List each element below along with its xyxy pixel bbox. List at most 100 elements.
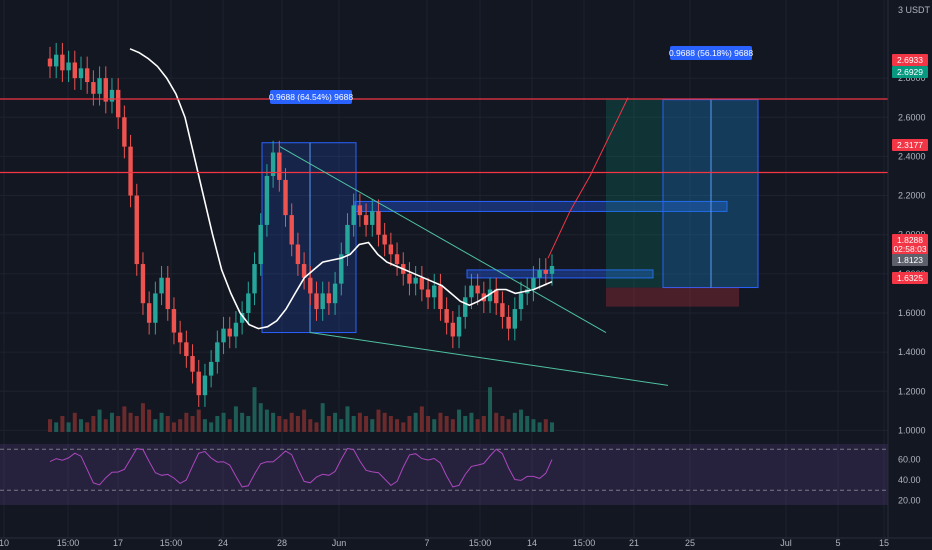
volume-bar xyxy=(252,387,257,432)
support-zone[interactable] xyxy=(466,269,654,279)
time-tick-label: 14 xyxy=(527,538,537,548)
volume-bar xyxy=(97,409,102,432)
candle-body xyxy=(122,117,127,147)
time-tick-label: 25 xyxy=(685,538,695,548)
volume-bar xyxy=(463,416,468,432)
price-axis-unit: 3 USDT xyxy=(898,5,931,15)
volume-bar xyxy=(413,412,418,432)
candle-body xyxy=(332,283,338,304)
volume-bar xyxy=(469,412,474,432)
price-tag-label: 1.8123 xyxy=(897,255,923,265)
volume-bar xyxy=(227,419,232,432)
candle-body xyxy=(469,285,474,298)
volume-bar xyxy=(519,409,524,432)
candle-body xyxy=(159,277,164,294)
volume-bars xyxy=(48,387,554,432)
time-tick-label: 24 xyxy=(218,538,228,548)
candle-body xyxy=(97,78,102,94)
volume-bar xyxy=(351,416,356,432)
stop-zone[interactable] xyxy=(606,287,739,307)
candle-body xyxy=(512,309,518,329)
volume-bar xyxy=(91,416,96,432)
volume-bar xyxy=(128,412,133,432)
volume-bar xyxy=(221,412,226,432)
candle-body xyxy=(258,224,263,265)
measure-zone-1[interactable] xyxy=(261,142,357,334)
price-tick-label: 2.4000 xyxy=(898,151,926,161)
price-tick-label: 2.6000 xyxy=(898,112,926,122)
volume-bar xyxy=(48,419,52,432)
price-tag-label: 2.6929 xyxy=(897,67,923,77)
volume-bar xyxy=(543,419,548,432)
volume-bar xyxy=(481,416,486,432)
candle-body xyxy=(518,293,524,310)
candle-body xyxy=(184,342,189,357)
trendline-lower[interactable] xyxy=(309,332,669,386)
candle-body xyxy=(432,285,437,298)
volume-bar xyxy=(339,419,344,432)
candle-body xyxy=(382,234,387,245)
volume-bar xyxy=(395,419,400,432)
volume-bar xyxy=(209,422,214,432)
candle-body xyxy=(438,285,443,310)
volume-bar xyxy=(475,419,480,432)
candle-body xyxy=(246,293,251,313)
volume-bar xyxy=(122,406,127,432)
candle-body xyxy=(270,152,276,176)
candle-body xyxy=(146,303,152,323)
rsi-tick-label: 40.00 xyxy=(898,475,921,485)
candle-body xyxy=(394,254,400,265)
candle-body xyxy=(252,264,257,294)
volume-bar xyxy=(103,419,108,432)
projection-path[interactable] xyxy=(547,97,629,259)
price-tick-label: 2.8000 xyxy=(898,73,926,83)
grid xyxy=(0,0,888,538)
candle-body xyxy=(208,361,214,376)
candle-body xyxy=(47,58,53,67)
candle-body xyxy=(66,62,71,71)
target-zone[interactable] xyxy=(606,99,758,288)
rsi-pane: 20.00 40.00 60.00 xyxy=(0,444,921,506)
time-tick-label: 15 xyxy=(879,538,889,548)
volume-bar xyxy=(295,416,300,432)
drawings[interactable]: 0.9688 (64.54%) 9688 0.9688 (56.18%) 9688 xyxy=(0,46,888,386)
time-tick-label: 7 xyxy=(424,538,429,548)
volume-bar xyxy=(196,409,201,432)
candle-body xyxy=(357,205,363,216)
candle-body xyxy=(283,179,288,216)
volume-bar xyxy=(178,419,183,432)
price-tag-bg xyxy=(892,254,928,266)
ma-line xyxy=(129,48,553,330)
candle-body xyxy=(388,244,394,255)
time-axis[interactable]: 10 15:00 17 15:00 24 28 Jun 7 15:00 14 15:00 21 25 Ju… xyxy=(0,537,932,548)
time-tick-label: 28 xyxy=(277,538,287,548)
volume-bar xyxy=(401,422,406,432)
volume-bar xyxy=(388,416,393,432)
volume-bar xyxy=(370,419,375,432)
candle-body xyxy=(537,269,542,278)
trendline-upper[interactable] xyxy=(279,146,607,333)
moving-average xyxy=(129,48,553,330)
volume-bar xyxy=(345,406,350,432)
candle-body xyxy=(165,277,170,310)
candle-body xyxy=(134,195,139,265)
candle-body xyxy=(531,277,536,290)
volume-bar xyxy=(376,409,381,432)
candle-body xyxy=(370,211,375,225)
candle-body xyxy=(53,54,59,67)
candles xyxy=(47,42,555,407)
volume-bar xyxy=(215,416,220,432)
candle-body xyxy=(72,62,77,79)
volume-bar xyxy=(78,419,83,432)
volume-bar xyxy=(72,412,77,432)
candle-body xyxy=(190,356,195,372)
volume-bar xyxy=(457,409,462,432)
candle-body xyxy=(109,89,115,102)
time-tick-label: 17 xyxy=(113,538,123,548)
rsi-band-fill xyxy=(0,444,888,505)
volume-bar xyxy=(450,419,455,432)
volume-bar xyxy=(494,412,499,432)
time-tick-label: 15:00 xyxy=(160,538,183,548)
price-tag-bg xyxy=(892,139,928,151)
